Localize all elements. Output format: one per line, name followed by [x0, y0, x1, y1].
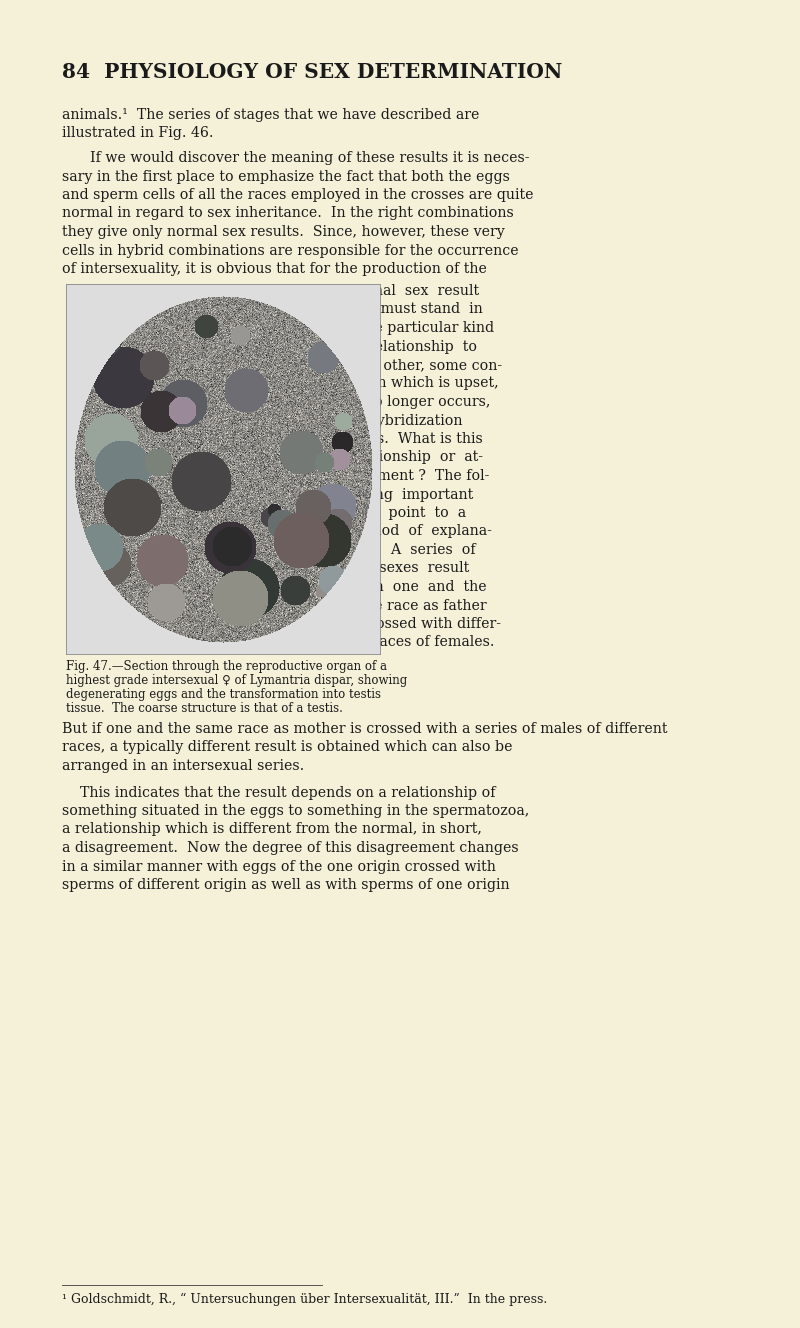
Text: normal  sex  result: normal sex result	[345, 284, 479, 297]
Text: arranged in an intersexual series.: arranged in an intersexual series.	[62, 760, 304, 773]
Text: illustrated in Fig. 46.: illustrated in Fig. 46.	[62, 126, 214, 141]
Text: is crossed with differ-: is crossed with differ-	[345, 618, 501, 631]
Text: cases.  What is this: cases. What is this	[345, 432, 482, 446]
Text: relationship  or  at-: relationship or at-	[345, 450, 483, 465]
Text: 84  PHYSIOLOGY OF SEX DETERMINATION: 84 PHYSIOLOGY OF SEX DETERMINATION	[62, 62, 562, 82]
Text: same race as father: same race as father	[345, 599, 486, 612]
Text: something situated in the eggs to something in the spermatozoa,: something situated in the eggs to someth…	[62, 803, 530, 818]
Text: in a similar manner with eggs of the one origin crossed with: in a similar manner with eggs of the one…	[62, 859, 496, 874]
Text: in  hybridization: in hybridization	[345, 413, 462, 428]
Text: they give only normal sex results.  Since, however, these very: they give only normal sex results. Since…	[62, 224, 505, 239]
Text: tion.   A  series  of: tion. A series of	[345, 543, 476, 556]
Text: intersexes  result: intersexes result	[345, 562, 470, 575]
Text: facts  point  to  a: facts point to a	[345, 506, 466, 521]
Text: But if one and the same race as mother is crossed with a series of males of diff: But if one and the same race as mother i…	[62, 722, 667, 736]
Text: lowing  important: lowing important	[345, 487, 474, 502]
Text: tunement ?  The fol-: tunement ? The fol-	[345, 469, 490, 483]
Text: each other, some con-: each other, some con-	[345, 359, 502, 372]
Text: of intersexuality, it is obvious that for the production of the: of intersexuality, it is obvious that fo…	[62, 262, 487, 276]
Text: This indicates that the result depends on a relationship of: This indicates that the result depends o…	[62, 785, 495, 799]
Text: tissue.  The coarse structure is that of a testis.: tissue. The coarse structure is that of …	[66, 703, 343, 714]
Text: some particular kind: some particular kind	[345, 321, 494, 335]
Text: degenerating eggs and the transformation into testis: degenerating eggs and the transformation…	[66, 688, 381, 701]
Text: or no longer occurs,: or no longer occurs,	[345, 394, 490, 409]
Text: method  of  explana-: method of explana-	[345, 525, 492, 538]
Text: of  relationship  to: of relationship to	[345, 340, 477, 353]
Text: normal in regard to sex inheritance.  In the right combinations: normal in regard to sex inheritance. In …	[62, 206, 514, 220]
Text: they must stand  in: they must stand in	[345, 303, 482, 316]
Text: dition which is upset,: dition which is upset,	[345, 377, 498, 390]
Text: Fig. 47.—Section through the reproductive organ of a: Fig. 47.—Section through the reproductiv…	[66, 660, 387, 673]
Text: sperms of different origin as well as with sperms of one origin: sperms of different origin as well as wi…	[62, 878, 510, 892]
Text: a relationship which is different from the normal, in short,: a relationship which is different from t…	[62, 822, 482, 837]
Text: ¹ Goldschmidt, R., “ Untersuchungen über Intersexualität, III.”  In the press.: ¹ Goldschmidt, R., “ Untersuchungen über…	[62, 1293, 547, 1307]
Text: highest grade intersexual ♀ of Lymantria dispar, showing: highest grade intersexual ♀ of Lymantria…	[66, 675, 407, 687]
Text: a disagreement.  Now the degree of this disagreement changes: a disagreement. Now the degree of this d…	[62, 841, 518, 855]
Text: cells in hybrid combinations are responsible for the occurrence: cells in hybrid combinations are respons…	[62, 243, 518, 258]
Text: If we would discover the meaning of these results it is neces-: If we would discover the meaning of thes…	[90, 151, 530, 165]
Text: sary in the first place to emphasize the fact that both the eggs: sary in the first place to emphasize the…	[62, 170, 510, 183]
Text: ent races of females.: ent races of females.	[345, 636, 494, 649]
Text: races, a typically different result is obtained which can also be: races, a typically different result is o…	[62, 741, 513, 754]
Text: animals.¹  The series of stages that we have described are: animals.¹ The series of stages that we h…	[62, 108, 479, 122]
Text: when  one  and  the: when one and the	[345, 580, 486, 594]
Text: and sperm cells of all the races employed in the crosses are quite: and sperm cells of all the races employe…	[62, 189, 534, 202]
